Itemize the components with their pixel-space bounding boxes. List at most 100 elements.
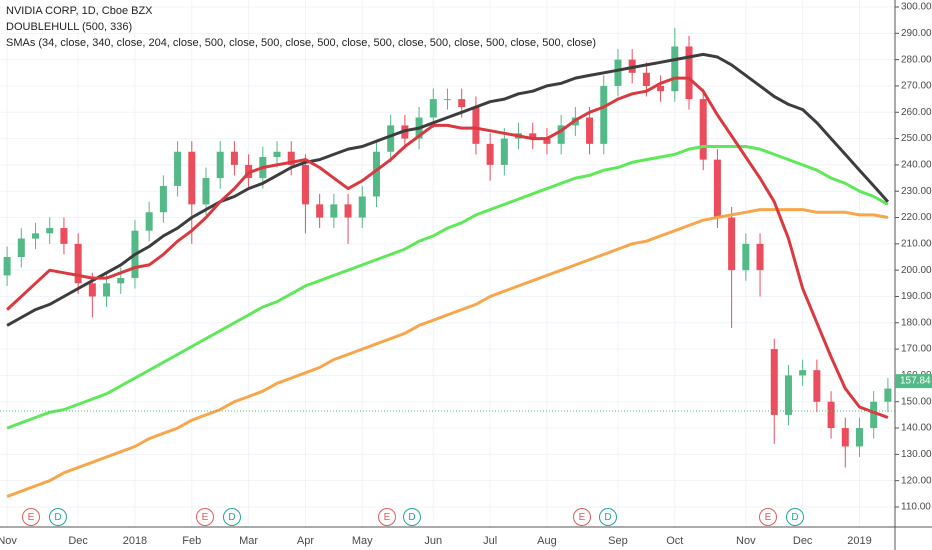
x-tick-label: Aug xyxy=(537,535,557,547)
candle-body xyxy=(458,99,466,107)
candle-body xyxy=(330,204,338,218)
candle-body xyxy=(103,283,111,297)
candle-body xyxy=(60,228,68,244)
candle-body xyxy=(3,257,11,276)
chart-title: NVIDIA CORP, 1D, Cboe BZX xyxy=(6,5,153,17)
candle-body xyxy=(827,401,835,429)
event-marker xyxy=(403,508,421,526)
x-tick-label: Apr xyxy=(297,535,314,547)
sma-line xyxy=(6,208,889,498)
y-tick-label: 220.00 xyxy=(901,212,932,223)
y-tick-label: 200.00 xyxy=(901,265,932,276)
event-marker xyxy=(22,508,40,526)
candle-body xyxy=(529,133,537,139)
candle-body xyxy=(884,388,892,402)
y-tick-label: 300.00 xyxy=(901,2,932,13)
candle-body xyxy=(784,375,792,415)
candle-body xyxy=(202,178,210,205)
x-tick-label: Dec xyxy=(793,535,813,547)
candle-body xyxy=(855,428,863,447)
candle-body xyxy=(444,99,451,101)
candle-body xyxy=(372,151,380,197)
candle-body xyxy=(500,138,508,165)
sma-line xyxy=(6,145,889,430)
candle-body xyxy=(46,228,54,234)
candle-body xyxy=(557,125,565,144)
x-tick-label: 2018 xyxy=(123,535,147,547)
candle-body xyxy=(486,143,494,165)
candle-body xyxy=(74,243,82,284)
candle-body xyxy=(17,238,25,257)
last-price-box xyxy=(895,374,932,389)
candle-body xyxy=(756,243,764,271)
candle-body xyxy=(230,151,238,165)
candle-body xyxy=(117,278,125,284)
event-label: D xyxy=(791,512,798,523)
y-tick-label: 210.00 xyxy=(901,238,932,249)
y-tick-label: 180.00 xyxy=(901,317,932,328)
event-label: D xyxy=(408,512,415,523)
event-label: E xyxy=(28,512,35,523)
y-tick-label: 290.00 xyxy=(901,28,932,39)
candle-body xyxy=(642,72,650,86)
candle-body xyxy=(429,99,437,118)
candle-body xyxy=(671,46,679,92)
sma-line xyxy=(6,52,890,327)
candle-body xyxy=(770,349,778,415)
x-tick-label: Nov xyxy=(736,535,756,547)
y-tick-label: 150.00 xyxy=(901,396,932,407)
x-tick-label: May xyxy=(352,535,373,547)
plot xyxy=(0,0,895,527)
candle-body xyxy=(316,204,324,218)
x-tick-label: 2019 xyxy=(847,535,871,547)
candle-body xyxy=(358,196,366,218)
sma-line xyxy=(6,76,889,419)
candle-body xyxy=(88,283,96,297)
y-tick-label: 270.00 xyxy=(901,81,932,92)
candle-body xyxy=(32,233,40,239)
event-marker xyxy=(378,508,396,526)
candle-body xyxy=(216,151,224,179)
x-tick-label: Feb xyxy=(182,535,201,547)
x-tick-label: Nov xyxy=(0,535,17,547)
event-label: E xyxy=(202,512,209,523)
candle-body xyxy=(472,107,480,144)
candle-body xyxy=(799,370,807,376)
y-tick-label: 130.00 xyxy=(901,449,932,460)
event-marker xyxy=(759,508,777,526)
y-tick-label: 170.00 xyxy=(901,344,932,355)
event-label: E xyxy=(384,512,391,523)
candle-body xyxy=(145,212,153,231)
y-tick-label: 240.00 xyxy=(901,160,932,171)
candle-body xyxy=(174,151,182,186)
event-label: E xyxy=(765,512,772,523)
candle-body xyxy=(387,125,395,152)
event-marker xyxy=(573,508,591,526)
candle-body xyxy=(728,217,736,271)
chart-subtitle: DOUBLEHULL (500, 336) xyxy=(6,21,132,33)
candle-body xyxy=(159,185,167,213)
candle-body xyxy=(841,428,849,447)
event-label: E xyxy=(579,512,586,523)
last-price-label: 157.84 xyxy=(900,376,931,387)
candle-body xyxy=(685,46,693,100)
event-marker xyxy=(786,508,804,526)
candle-body xyxy=(742,243,750,271)
y-tick-label: 230.00 xyxy=(901,186,932,197)
candle-body xyxy=(614,59,622,86)
candle-body xyxy=(344,204,352,218)
candle-body xyxy=(287,151,295,165)
candle-body xyxy=(870,401,878,429)
y-tick-label: 190.00 xyxy=(901,291,932,302)
x-tick-label: Jun xyxy=(424,535,442,547)
event-marker xyxy=(599,508,617,526)
candle-body xyxy=(586,117,594,144)
candle-body xyxy=(543,138,551,144)
x-tick-label: Dec xyxy=(68,535,88,547)
candle-body xyxy=(273,151,281,157)
candle-body xyxy=(600,85,608,144)
event-marker xyxy=(223,508,241,526)
candle-body xyxy=(657,85,665,92)
x-tick-label: Sep xyxy=(608,535,628,547)
